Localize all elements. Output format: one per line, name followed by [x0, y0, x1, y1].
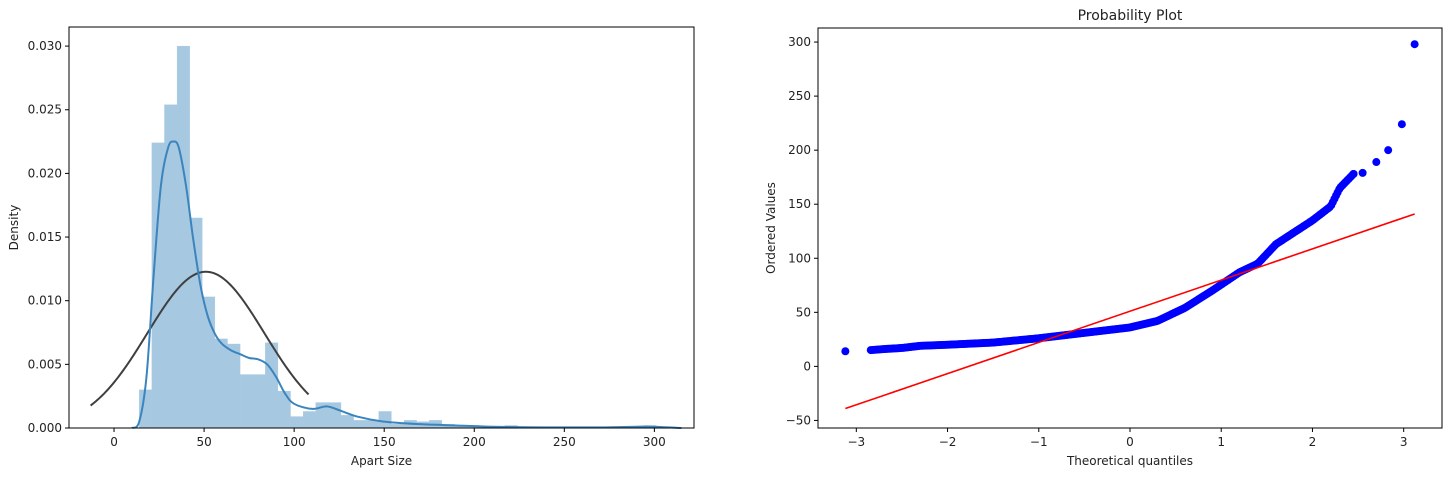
histogram-bar [214, 338, 228, 429]
y-tick-label: 0.020 [28, 166, 62, 180]
y-tick-label: 0.000 [28, 421, 62, 435]
histogram-bar [302, 411, 316, 429]
y-axis-ticks: 0.000 0.005 0.010 0.015 0.020 0.025 0.030 [28, 39, 69, 435]
y-tick-label: 0.010 [28, 294, 62, 308]
quantile-point [1358, 168, 1367, 177]
x-tick-label: 0 [1126, 435, 1134, 449]
quantile-point [1397, 120, 1406, 129]
histogram-bar [176, 45, 190, 429]
histogram-bar [290, 416, 304, 429]
y-tick-label: 300 [788, 35, 811, 49]
y-tick-label: 250 [788, 89, 811, 103]
y-tick-label: 0.030 [28, 39, 62, 53]
x-tick-label: −3 [847, 435, 865, 449]
y-tick-label: 0 [803, 359, 811, 373]
x-tick-label: 0 [110, 435, 118, 449]
y-axis-label: Ordered Values [764, 182, 778, 274]
histogram-bar [378, 411, 392, 429]
y-tick-label: 0.005 [28, 357, 62, 371]
histogram-bar [189, 217, 203, 429]
plot-area-frame [817, 27, 1443, 429]
quantile-point [1349, 169, 1358, 178]
histogram-bar [277, 390, 291, 429]
histogram-bar [227, 343, 241, 429]
fit-line [845, 213, 1415, 410]
quantile-points [841, 40, 1419, 356]
y-tick-label: 50 [796, 305, 811, 319]
y-tick-label: 200 [788, 143, 811, 157]
histogram-bar [139, 389, 153, 429]
histogram-bars [139, 45, 657, 429]
y-axis-label: Density [7, 205, 21, 251]
histogram-bar [252, 374, 266, 429]
quantile-point [1384, 146, 1393, 155]
x-axis-label: Apart Size [351, 454, 412, 468]
x-axis-ticks: −3 −2 −1 0 1 2 3 [847, 428, 1408, 449]
probability-plot-chart: −3 −2 −1 0 1 2 3 −50 0 50 100 150 200 250 300 Probabi… [764, 8, 1443, 468]
y-tick-label: −50 [786, 413, 811, 427]
normal-fit-curve [90, 270, 310, 407]
x-tick-label: 1 [1217, 435, 1225, 449]
histogram-chart: 0 50 100 150 200 250 300 0.0000.0050.0100.0150… [7, 26, 695, 468]
y-tick-label: 100 [788, 251, 811, 265]
histogram-bar [340, 415, 354, 429]
chart-title: Probability Plot [1078, 8, 1183, 24]
histogram-bar [239, 374, 253, 429]
x-tick-label: −1 [1030, 435, 1048, 449]
kde-curve [131, 140, 682, 429]
x-tick-label: 150 [373, 435, 396, 449]
x-tick-label: 2 [1309, 435, 1317, 449]
x-axis-label: Theoretical quantiles [1066, 454, 1193, 468]
x-tick-label: 200 [463, 435, 486, 449]
histogram-bar [391, 424, 405, 429]
y-axis-ticks: −50 0 50 100 150 200 250 300 [786, 35, 818, 427]
x-tick-label: −2 [939, 435, 957, 449]
x-tick-label: 50 [196, 435, 211, 449]
histogram-bar [265, 342, 279, 429]
y-tick-label: 150 [788, 197, 811, 211]
x-tick-label: 100 [283, 435, 306, 449]
x-tick-label: 3 [1400, 435, 1408, 449]
quantile-point [1372, 158, 1381, 167]
y-tick-label: 0.015 [28, 230, 62, 244]
quantile-point [1410, 40, 1419, 49]
histogram-bar [353, 420, 367, 429]
x-tick-label: 300 [643, 435, 666, 449]
quantile-point [841, 347, 850, 356]
x-axis-ticks: 0 50 100 150 200 250 300 [110, 428, 666, 449]
plot-area-frame [68, 26, 695, 429]
x-tick-label: 250 [553, 435, 576, 449]
y-tick-label: 0.025 [28, 103, 62, 117]
